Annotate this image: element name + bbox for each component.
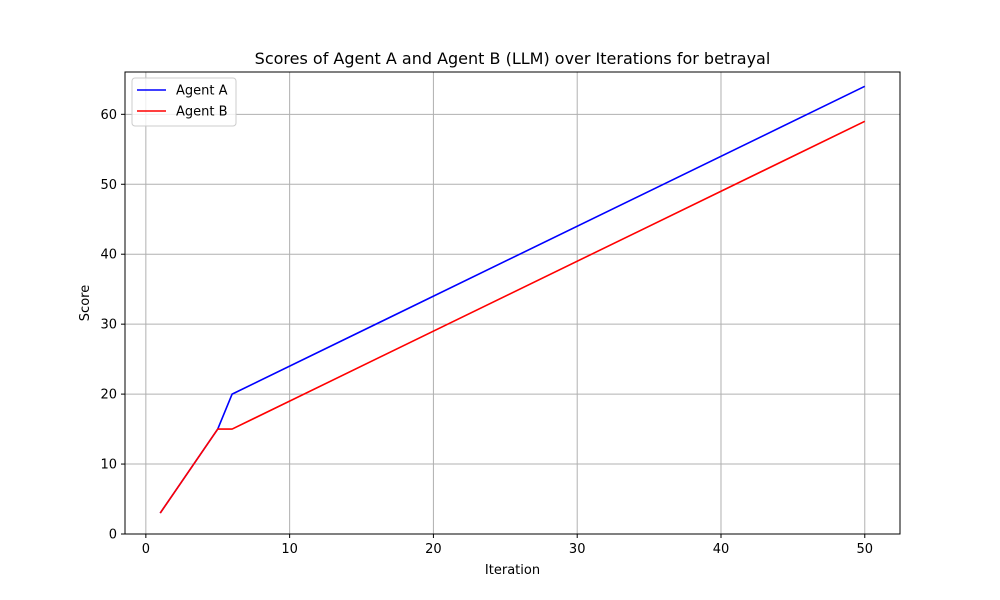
series-lines [159, 85, 866, 514]
legend: Agent A Agent B [131, 77, 237, 127]
x-tick-label: 0 [142, 542, 150, 557]
legend-label: Agent B [176, 105, 228, 120]
y-axis-ticks: 0 10 20 30 40 50 60 [100, 108, 125, 543]
x-axis-ticks: 0 10 20 30 40 50 [142, 534, 873, 557]
x-tick-label: 50 [856, 542, 873, 557]
legend-label: Agent A [176, 84, 228, 99]
chart-title: Scores of Agent A and Agent B (LLM) over… [255, 49, 771, 68]
x-tick-label: 30 [569, 542, 586, 557]
y-axis-label: Score [78, 285, 93, 321]
y-tick-label: 10 [100, 458, 117, 473]
x-tick-label: 10 [281, 542, 298, 557]
x-tick-label: 40 [713, 542, 730, 557]
x-axis-label: Iteration [485, 563, 540, 578]
series-line-2 [159, 120, 866, 514]
x-tick-label: 20 [425, 542, 442, 557]
y-tick-label: 20 [100, 388, 117, 403]
y-tick-label: 60 [100, 108, 117, 123]
plot-frame [124, 71, 901, 535]
y-tick-label: 30 [100, 318, 117, 333]
y-tick-label: 50 [100, 178, 117, 193]
y-tick-label: 0 [109, 528, 117, 543]
y-tick-label: 40 [100, 248, 117, 263]
